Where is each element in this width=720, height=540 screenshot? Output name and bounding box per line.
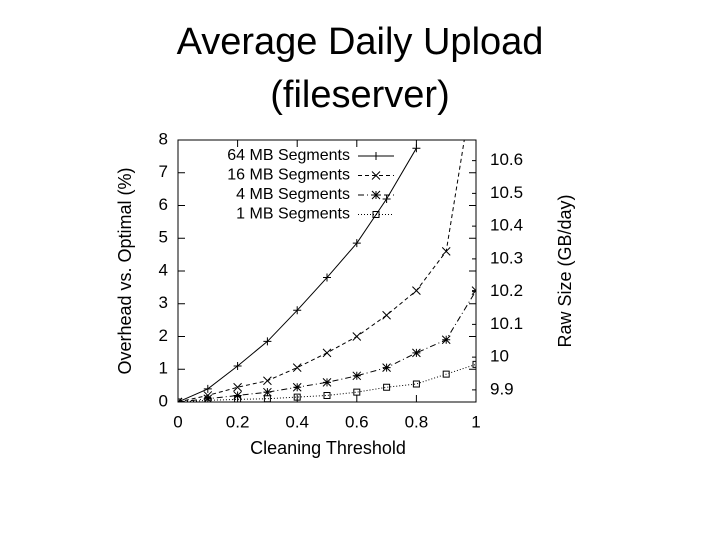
marker	[323, 391, 331, 399]
x-tick-label: 0.6	[345, 412, 369, 431]
legend-label: 4 MB Segments	[236, 186, 350, 203]
y2-tick-label: 10.2	[490, 281, 523, 300]
marker	[371, 171, 381, 180]
marker	[234, 395, 242, 402]
chart-title: (fileserver)	[270, 74, 449, 116]
marker	[412, 348, 421, 358]
legend-label: 1 MB Segments	[236, 206, 350, 223]
marker	[441, 246, 451, 256]
marker	[263, 337, 272, 346]
marker	[233, 382, 242, 392]
x-axis-label: Cleaning Threshold	[250, 438, 406, 458]
marker	[412, 286, 421, 296]
y-tick-label: 0	[159, 391, 168, 410]
marker	[441, 335, 451, 345]
y2-tick-label: 10.1	[490, 314, 523, 333]
marker	[263, 376, 272, 386]
y2-tick-label: 9.9	[490, 379, 514, 398]
marker	[292, 382, 302, 392]
y-tick-label: 8	[159, 129, 168, 148]
y-tick-label: 3	[159, 293, 168, 312]
marker	[382, 310, 391, 320]
legend-label: 16 MB Segments	[227, 167, 350, 184]
y-tick-label: 2	[159, 326, 168, 345]
marker	[263, 395, 271, 402]
marker	[178, 398, 182, 402]
marker	[352, 332, 362, 341]
y-tick-label: 5	[159, 228, 168, 247]
y-tick-label: 1	[159, 359, 168, 378]
marker	[471, 286, 476, 296]
marker	[412, 380, 420, 388]
marker	[352, 371, 362, 381]
x-tick-label: 0.4	[285, 412, 309, 431]
marker	[353, 388, 361, 396]
y-tick-label: 6	[159, 195, 168, 214]
marker	[371, 190, 381, 200]
marker	[293, 306, 302, 315]
x-tick-label: 0	[173, 412, 182, 431]
marker	[293, 393, 301, 401]
x-tick-label: 1	[471, 412, 480, 431]
y2-axis-label: Raw Size (GB/day)	[555, 194, 575, 347]
marker	[382, 363, 391, 372]
series-line	[178, 140, 465, 402]
marker	[372, 152, 380, 160]
marker	[442, 370, 450, 378]
y2-tick-label: 10.5	[490, 183, 523, 202]
marker	[323, 273, 331, 282]
marker	[322, 348, 332, 358]
y2-tick-label: 10.3	[490, 248, 523, 267]
marker	[203, 394, 213, 402]
y-tick-label: 4	[159, 260, 168, 279]
marker	[383, 383, 391, 391]
marker	[472, 360, 476, 368]
x-tick-label: 0.8	[405, 412, 429, 431]
marker	[382, 194, 391, 203]
y2-tick-label: 10.6	[490, 150, 523, 169]
plot-area	[178, 64, 480, 402]
marker	[472, 64, 480, 72]
y-tick-label: 7	[159, 162, 168, 181]
y2-tick-label: 10	[490, 347, 509, 366]
chart-title: Average Daily Upload	[177, 21, 544, 63]
marker	[292, 363, 302, 372]
marker	[263, 387, 272, 397]
marker	[372, 211, 380, 218]
y2-tick-label: 10.4	[490, 216, 523, 235]
marker	[204, 396, 212, 402]
y-axis-label: Overhead vs. Optimal (%)	[115, 167, 135, 374]
series-line	[178, 363, 476, 402]
legend-label: 64 MB Segments	[227, 147, 350, 164]
x-tick-label: 0.2	[226, 412, 250, 431]
marker	[203, 384, 212, 393]
marker	[352, 239, 361, 248]
marker	[322, 377, 332, 387]
marker	[233, 361, 242, 370]
